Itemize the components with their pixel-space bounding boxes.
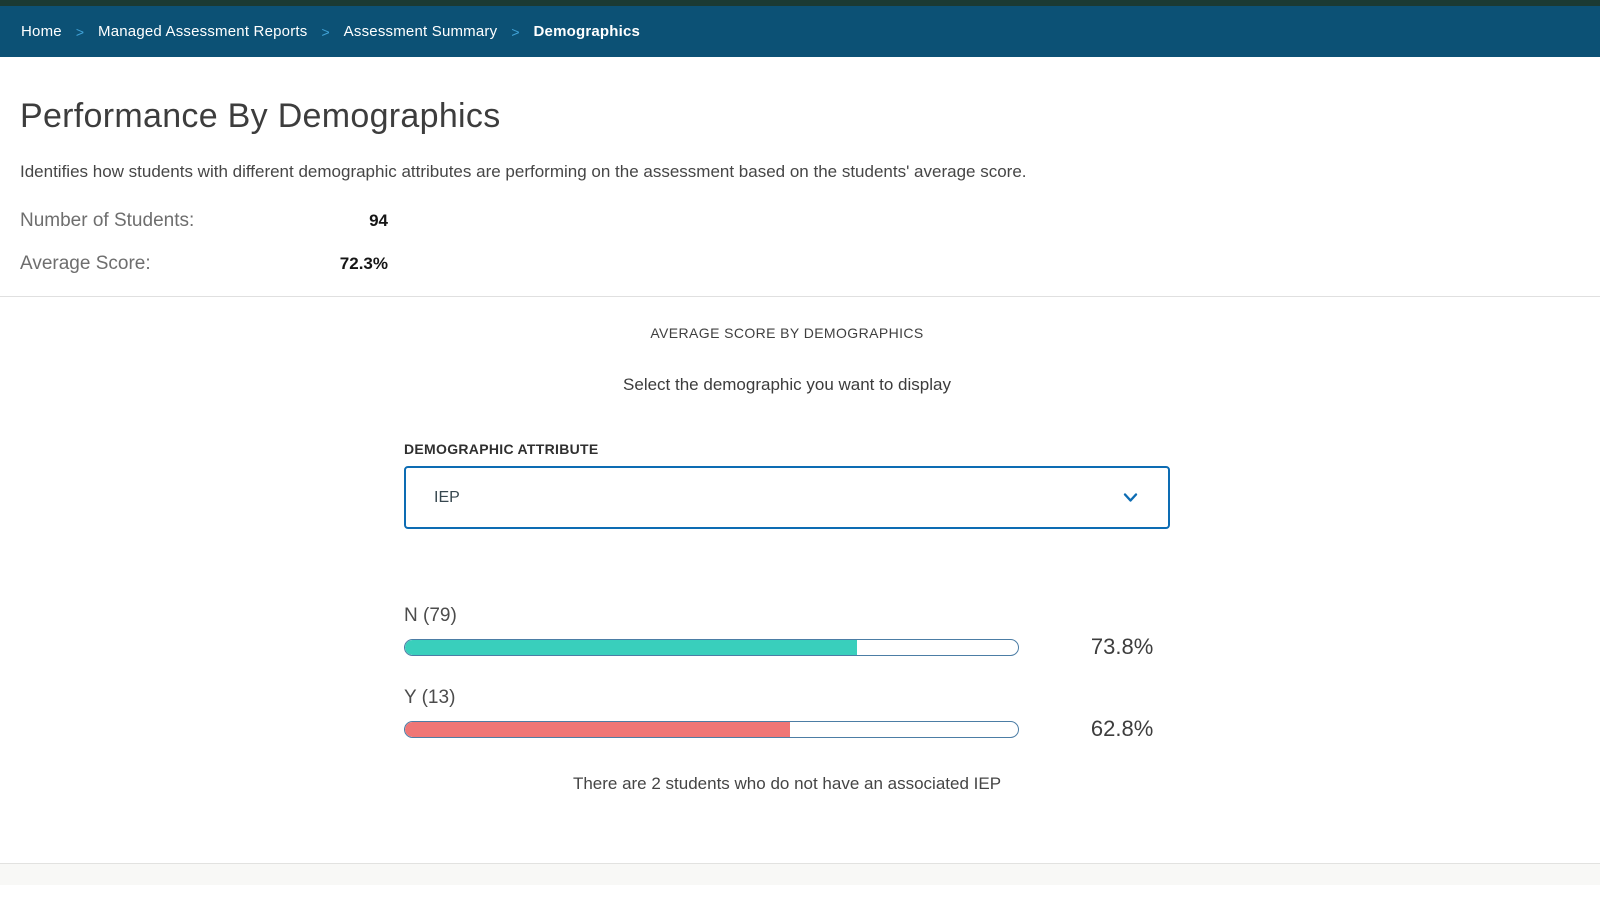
breadcrumb-separator: > <box>511 23 520 40</box>
bar-group-n: N (79) 73.8% <box>404 605 1170 660</box>
page-header: Performance By Demographics Identifies h… <box>0 57 1600 275</box>
chart-note: There are 2 students who do not have an … <box>572 774 1002 793</box>
breadcrumb-item-assessment-summary[interactable]: Assessment Summary <box>343 23 498 40</box>
bar-label-n: N (79) <box>404 605 457 626</box>
breadcrumb-item-managed-assessment-reports[interactable]: Managed Assessment Reports <box>98 23 308 40</box>
students-count-value: 94 <box>369 211 388 230</box>
demographics-chart-section: AVERAGE SCORE BY DEMOGRAPHICS Select the… <box>0 297 1600 794</box>
students-count-label: Number of Students: <box>20 210 195 231</box>
bar-group-y: Y (13) 62.8% <box>404 687 1170 742</box>
bar-label-y: Y (13) <box>404 687 456 708</box>
demographic-attribute-label: DEMOGRAPHIC ATTRIBUTE <box>404 441 599 457</box>
footer-divider <box>0 863 1600 864</box>
page-description: Identifies how students with different d… <box>20 162 1027 181</box>
breadcrumb-item-home[interactable]: Home <box>21 23 62 40</box>
bar-value-y: 62.8% <box>1090 716 1154 741</box>
demographic-bars: N (79) 73.8% Y (13) 62.8% <box>404 605 1170 742</box>
breadcrumb-item-demographics: Demographics <box>533 23 641 40</box>
bar-track-y <box>404 720 1019 738</box>
section-divider <box>0 296 1600 297</box>
footer-strip <box>0 864 1600 885</box>
bar-fill-n <box>405 639 858 655</box>
chevron-down-icon <box>1121 488 1140 507</box>
breadcrumb-separator: > <box>75 23 84 40</box>
bar-track-n <box>404 638 1019 656</box>
stat-row-number-of-students: Number of Students: 94 <box>20 210 388 232</box>
average-score-label: Average Score: <box>20 253 151 274</box>
average-score-value: 72.3% <box>339 254 388 273</box>
summary-stats: Number of Students: 94 Average Score: 72… <box>20 210 1580 275</box>
stat-row-average-score: Average Score: 72.3% <box>20 253 388 275</box>
chart-heading: AVERAGE SCORE BY DEMOGRAPHICS <box>650 325 924 341</box>
select-prompt: Select the demographic you want to displ… <box>623 375 951 394</box>
breadcrumb: Home > Managed Assessment Reports > Asse… <box>0 6 1600 57</box>
demographic-attribute-select[interactable]: IEP <box>404 466 1170 529</box>
bar-fill-y <box>405 721 790 737</box>
demographic-attribute-selected-value: IEP <box>434 488 460 506</box>
top-strip <box>0 0 1600 6</box>
page-title: Performance By Demographics <box>20 97 501 135</box>
breadcrumb-separator: > <box>321 23 330 40</box>
bar-value-n: 73.8% <box>1090 634 1154 659</box>
